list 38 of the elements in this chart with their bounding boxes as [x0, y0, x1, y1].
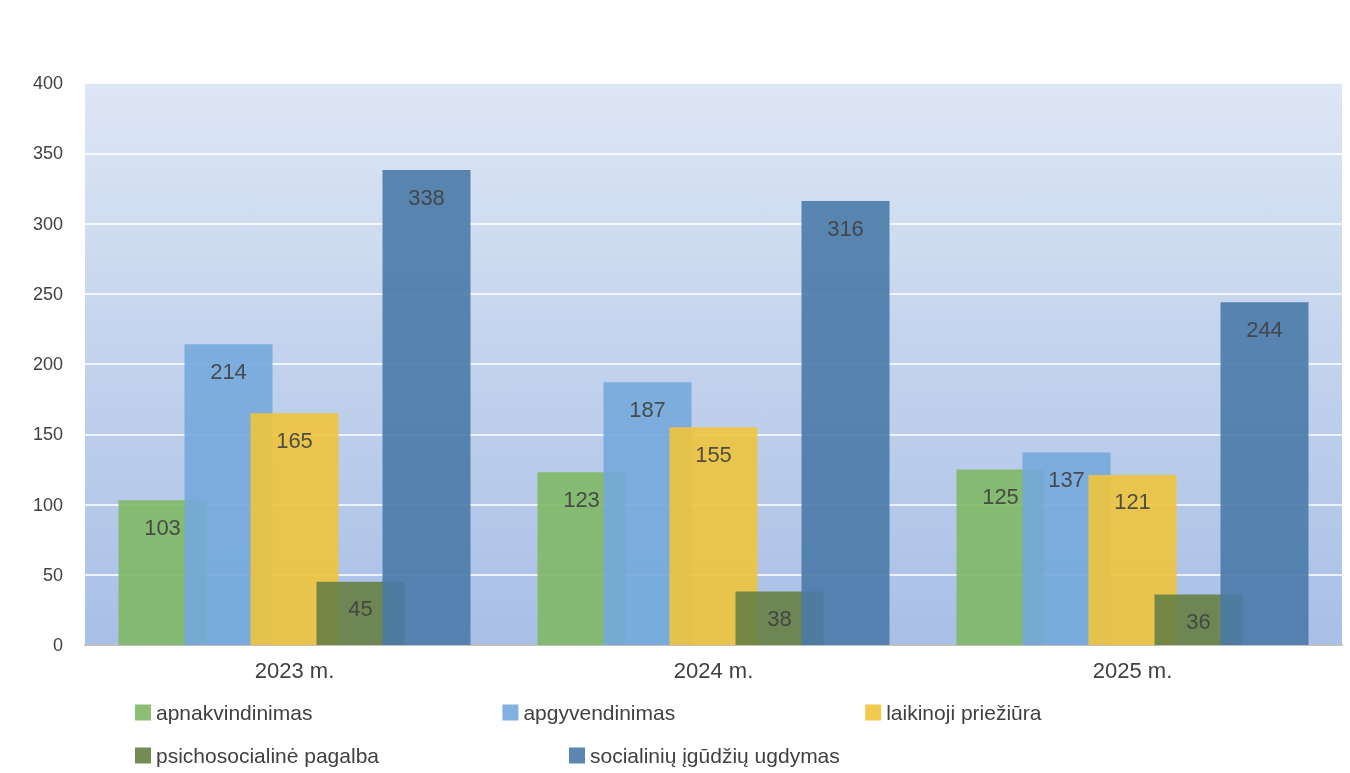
- data-label: 38: [767, 606, 792, 632]
- legend-label: apnakvindinimas: [156, 701, 313, 724]
- data-label: 137: [1048, 467, 1085, 493]
- legend-label: psichosocialinė pagalba: [156, 744, 380, 767]
- legend-label: apgyvendinimas: [523, 701, 676, 724]
- legend-label: laikinoji priežiūra: [886, 701, 1042, 724]
- bar: [382, 170, 471, 645]
- bar: [801, 201, 890, 645]
- data-label: 121: [1114, 489, 1151, 515]
- bar: [250, 413, 339, 645]
- y-tick-label: 200: [32, 354, 63, 374]
- data-label: 45: [348, 596, 373, 622]
- y-tick-label: 50: [42, 564, 63, 585]
- y-tick-label: 150: [32, 424, 63, 445]
- y-tick-label: 100: [32, 494, 63, 515]
- data-label: 123: [563, 486, 600, 512]
- data-label: 125: [982, 483, 1019, 509]
- x-tick-label: 2025 m.: [1092, 657, 1173, 683]
- data-label: 214: [210, 358, 247, 384]
- y-tick-label: 400: [32, 73, 63, 93]
- bar: [1220, 302, 1309, 645]
- bar: [1088, 475, 1177, 645]
- data-label: 187: [629, 396, 666, 422]
- bar: [669, 427, 758, 645]
- y-tick-label: 250: [32, 283, 63, 304]
- data-label: 338: [408, 184, 445, 210]
- data-label: 36: [1186, 608, 1211, 634]
- data-label: 155: [695, 441, 732, 467]
- legend-label: socialinių įgūdžių ugdymas: [589, 744, 840, 767]
- y-tick-label: 350: [32, 143, 63, 164]
- data-label: 316: [827, 215, 864, 241]
- y-tick-label: 0: [52, 635, 63, 655]
- data-label: 244: [1246, 316, 1283, 342]
- y-tick-label: 300: [32, 213, 63, 234]
- data-label: 165: [276, 427, 313, 453]
- x-tick-label: 2023 m.: [254, 657, 335, 683]
- x-tick-label: 2024 m.: [673, 657, 754, 683]
- data-label: 103: [144, 514, 181, 540]
